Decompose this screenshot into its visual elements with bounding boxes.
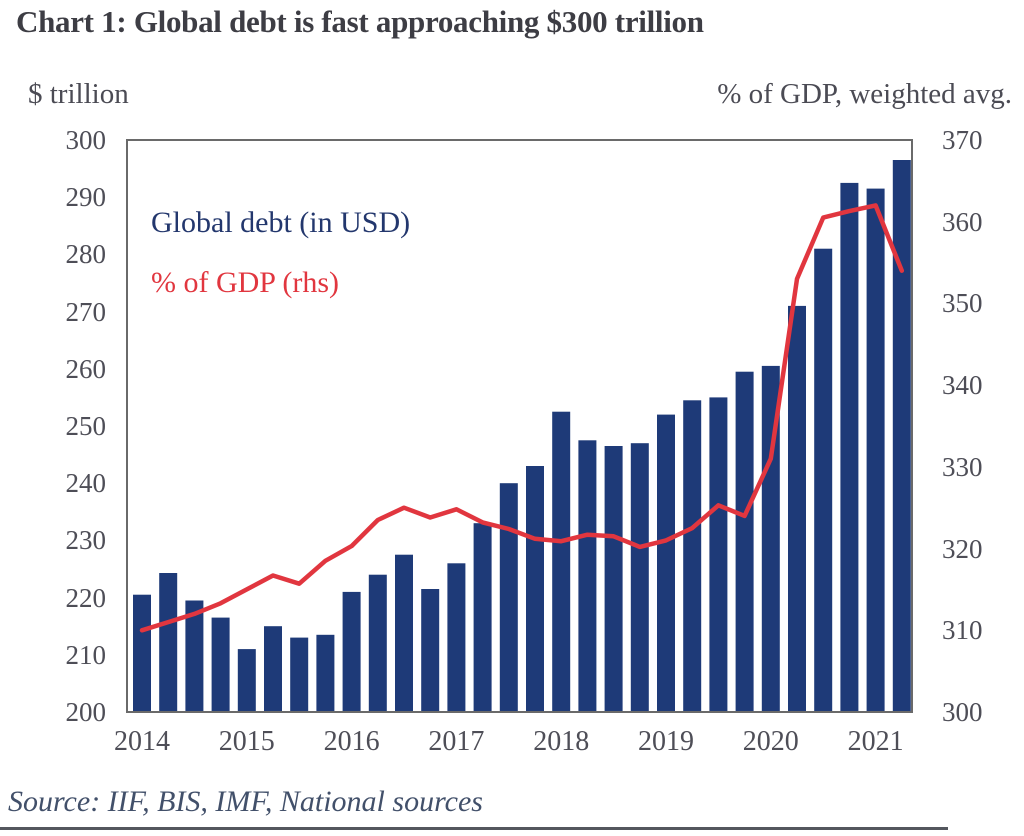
left-tick-label: 220 <box>65 582 107 613</box>
chart-title: Chart 1: Global debt is fast approaching… <box>16 4 704 39</box>
plot-svg <box>126 139 913 713</box>
bar-2016 Q3 <box>395 554 413 712</box>
year-label-2014: 2014 <box>114 726 170 757</box>
bar-2017 Q2 <box>473 523 492 712</box>
bar-2014 Q4 <box>211 617 230 712</box>
right-tick-label: 310 <box>942 615 983 646</box>
source-note: Source: IIF, BIS, IMF, National sources <box>8 785 483 818</box>
year-label-2015: 2015 <box>218 726 275 757</box>
left-tick-label: 230 <box>65 525 107 556</box>
bar-2015 Q3 <box>290 637 309 712</box>
bar-2015 Q1 <box>237 649 256 712</box>
bottom-divider <box>0 827 948 830</box>
right-tick-label: 330 <box>942 451 983 482</box>
left-tick-label: 270 <box>65 296 107 327</box>
bar-2018 Q2 <box>578 440 597 712</box>
bar-2017 Q1 <box>447 563 466 712</box>
bar-2020 Q1 <box>761 365 780 712</box>
left-tick-label: 210 <box>65 639 107 670</box>
gdp-line <box>139 203 905 633</box>
bar-2014 Q3 <box>185 600 204 712</box>
year-label-2017: 2017 <box>428 726 485 757</box>
bar-2020 Q2 <box>788 305 806 712</box>
bar-2020 Q4 <box>840 182 859 712</box>
legend-pct-gdp: % of GDP (rhs) <box>151 266 340 299</box>
left-tick-label: 250 <box>65 411 107 441</box>
year-label-2016: 2016 <box>323 726 380 757</box>
bar-2016 Q2 <box>368 574 387 712</box>
bar-2016 Q1 <box>342 591 361 712</box>
bar-2018 Q3 <box>604 446 623 712</box>
left-tick-label: 260 <box>65 353 107 384</box>
left-tick-label: 200 <box>65 697 107 727</box>
bar-2019 Q3 <box>709 397 728 712</box>
year-label-2018: 2018 <box>533 726 590 757</box>
right-tick-label: 370 <box>942 125 983 155</box>
bar-2017 Q4 <box>526 466 544 712</box>
year-label-2021: 2021 <box>847 726 904 757</box>
bar-2020 Q3 <box>814 248 833 712</box>
bar-2015 Q2 <box>264 626 282 712</box>
right-tick-label: 340 <box>942 370 983 401</box>
left-tick-label: 240 <box>65 468 107 499</box>
bar-2017 Q3 <box>499 483 518 712</box>
right-tick-label: 350 <box>942 288 983 319</box>
right-axis-unit: % of GDP, weighted avg. <box>717 78 1012 110</box>
plot-frame <box>126 139 913 713</box>
bar-2021 Q1 <box>866 188 885 713</box>
left-tick-label: 290 <box>65 182 107 213</box>
bar-2016 Q4 <box>421 589 440 712</box>
left-tick-label: 300 <box>65 125 107 155</box>
bar-2019 Q1 <box>657 414 675 712</box>
bar-2014 Q2 <box>159 573 178 712</box>
bar-2021 Q2 <box>892 160 911 712</box>
bar-2019 Q4 <box>735 371 754 712</box>
bar-2019 Q2 <box>683 400 702 712</box>
bar-2015 Q4 <box>316 634 335 712</box>
bar-2014 Q1 <box>133 594 151 712</box>
bar-2018 Q4 <box>630 443 649 712</box>
right-tick-label: 360 <box>942 206 983 237</box>
year-label-2020: 2020 <box>742 726 799 757</box>
right-tick-label: 300 <box>942 697 983 727</box>
left-tick-label: 280 <box>65 239 107 270</box>
right-tick-label: 320 <box>942 533 983 564</box>
left-axis-unit: $ trillion <box>28 78 129 110</box>
bar-2018 Q1 <box>552 411 571 712</box>
legend-global-debt: Global debt (in USD) <box>151 206 411 239</box>
year-label-2019: 2019 <box>638 726 694 757</box>
